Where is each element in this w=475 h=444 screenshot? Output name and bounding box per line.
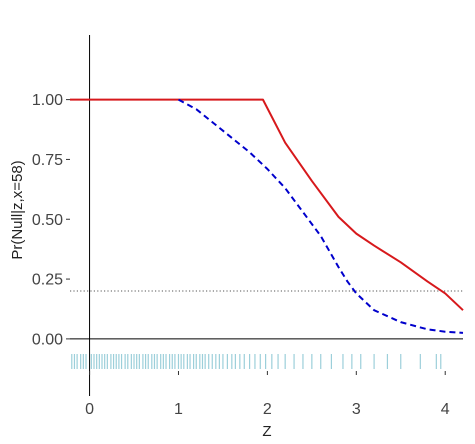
x-tick-label: 2 — [263, 401, 272, 418]
x-tick-label: 1 — [174, 401, 183, 418]
x-tick-label: 3 — [352, 401, 361, 418]
y-axis-label: Pr(Null|z,x=58) — [9, 160, 26, 259]
rug-layer — [71, 354, 442, 369]
axis-layer: 0.00 0.25 0.50 0.75 1.00 0 1 2 3 4 — [32, 35, 463, 418]
x-tick-label: 4 — [441, 401, 450, 418]
solid-series-line — [70, 98, 464, 311]
y-tick-label: 0.50 — [32, 212, 63, 229]
y-tick-label: 0.25 — [32, 272, 63, 289]
x-axis-label: Z — [262, 423, 271, 440]
y-tick-label: 1.00 — [32, 92, 63, 109]
y-tick-label: 0.75 — [32, 152, 63, 169]
dashed-series-line — [178, 98, 464, 334]
label-layer: Z Pr(Null|z,x=58) — [9, 160, 272, 440]
series-layer — [70, 98, 464, 334]
x-tick-label: 0 — [85, 401, 94, 418]
y-tick-label: 0.00 — [32, 331, 63, 348]
